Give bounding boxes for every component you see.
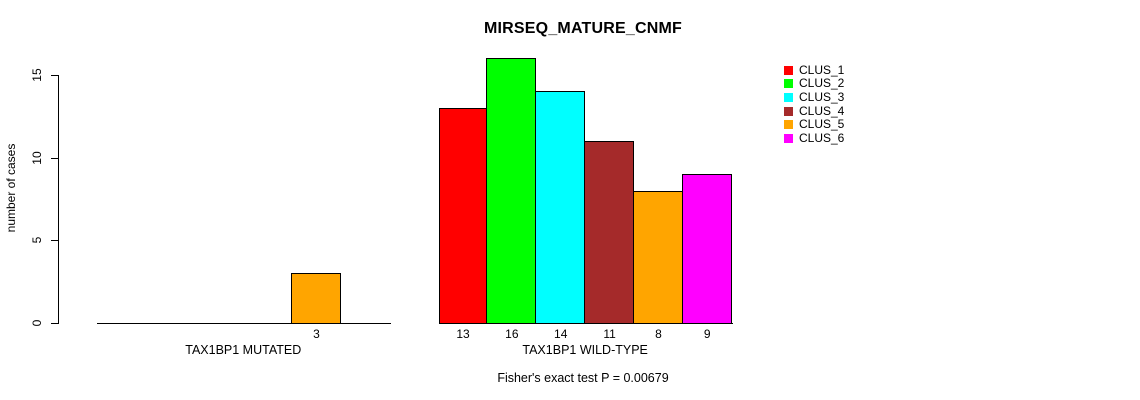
legend-swatch-clus_3 <box>784 92 793 102</box>
y-tick-label: 5 <box>30 236 44 244</box>
bar-value-label: 14 <box>554 327 568 341</box>
bar-clus_2 <box>486 58 537 324</box>
legend-swatch-clus_6 <box>784 134 793 143</box>
y-tick-label: 0 <box>30 319 44 327</box>
y-axis-tick <box>51 240 58 242</box>
legend-label-clus_5: CLUS_5 <box>799 117 845 132</box>
y-axis-tick <box>51 323 58 324</box>
legend-label-clus_1: CLUS_1 <box>799 62 845 77</box>
bar-value-label: 11 <box>603 327 616 341</box>
legend-label-clus_4: CLUS_4 <box>799 103 845 118</box>
legend-label-clus_6: CLUS_6 <box>799 131 845 145</box>
y-axis-label: number of cases <box>4 143 18 233</box>
legend-swatch-clus_5 <box>784 120 793 130</box>
bar-clus_6 <box>681 174 732 324</box>
legend-swatch-clus_2 <box>784 79 793 89</box>
y-axis-line <box>58 74 59 324</box>
legend-swatch-clus_4 <box>784 106 793 116</box>
y-axis-tick <box>51 74 58 76</box>
bar-value-label: 8 <box>655 327 662 341</box>
bar-value-label: 16 <box>505 327 519 341</box>
legend-label-clus_3: CLUS_3 <box>799 89 845 104</box>
zero-baseline <box>96 323 391 324</box>
legend-swatch-clus_1 <box>784 65 793 75</box>
bar-clus_5 <box>291 273 341 324</box>
chart-title: MIRSEQ_MATURE_CNMF <box>484 20 682 37</box>
y-axis-tick <box>51 157 58 159</box>
y-tick-label: 15 <box>30 68 44 82</box>
category-label: TAX1BP1 WILD-TYPE <box>522 343 648 357</box>
bar-clus_1 <box>438 107 488 324</box>
bar-value-label: 3 <box>313 327 320 341</box>
bar-clus_5 <box>633 190 683 324</box>
legend-label-clus_2: CLUS_2 <box>799 76 845 91</box>
category-label: TAX1BP1 MUTATED <box>185 343 302 357</box>
y-tick-label: 10 <box>30 150 44 165</box>
bar-value-label: 9 <box>703 327 711 341</box>
bar-value-label: 13 <box>456 327 470 341</box>
bar-clus_3 <box>535 91 586 324</box>
bar-clus_4 <box>584 140 634 324</box>
fisher-test-annotation: Fisher's exact test P = 0.00679 <box>497 371 669 385</box>
